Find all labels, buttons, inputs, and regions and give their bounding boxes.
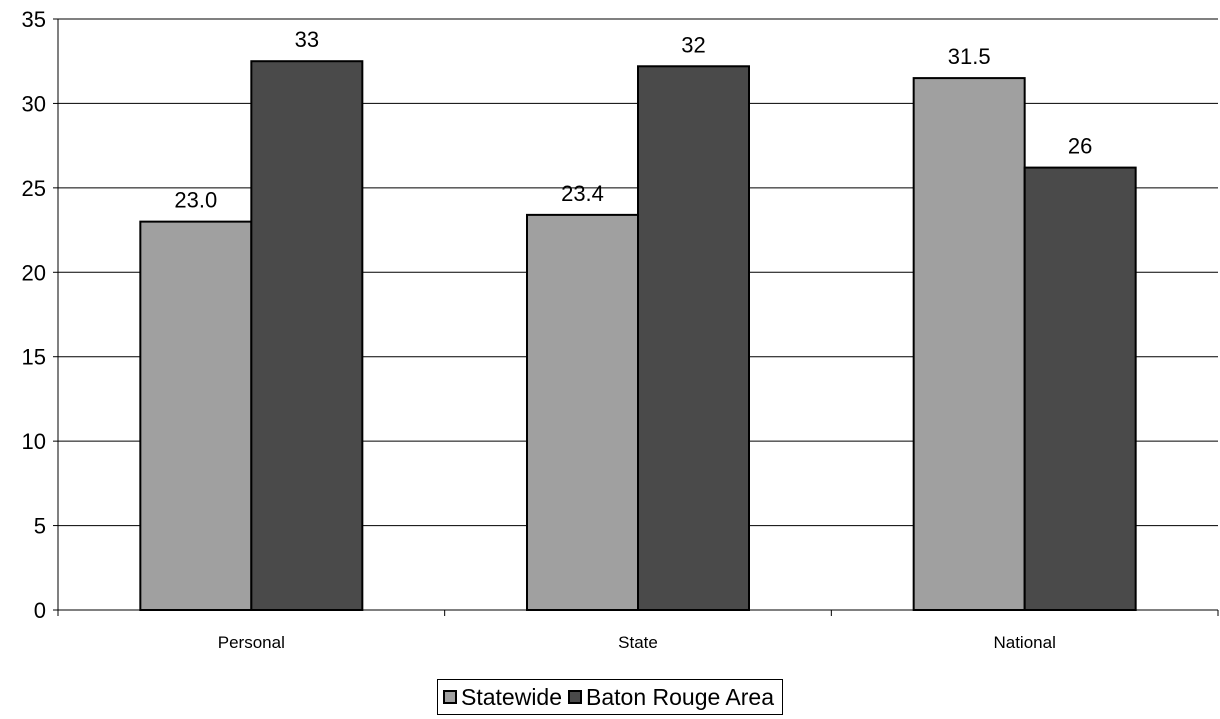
data-label-baton-rouge-area-personal: 33 [295, 27, 319, 52]
y-tick-label-0: 0 [34, 598, 46, 623]
legend-swatch-statewide [443, 690, 457, 704]
legend-item-baton-rouge-area: Baton Rouge Area [568, 684, 774, 711]
data-label-baton-rouge-area-national: 26 [1068, 134, 1092, 159]
y-tick-label-35: 35 [22, 7, 46, 32]
y-tick-label-20: 20 [22, 260, 46, 285]
data-label-statewide-personal: 23.0 [174, 188, 217, 213]
bar-statewide-national [912, 77, 1026, 612]
y-tick-label-30: 30 [22, 91, 46, 116]
data-label-statewide-state: 23.4 [561, 181, 604, 206]
x-tick-label-personal: Personal [218, 633, 285, 652]
legend-item-statewide: Statewide [443, 684, 562, 711]
bar-chart: 0 5 10 15 20 25 30 35 Personal State National 23.0… [22, 7, 1219, 652]
data-label-statewide-national: 31.5 [948, 44, 991, 69]
legend: Statewide Baton Rouge Area [437, 679, 783, 715]
bar-baton-rouge-area-national [1023, 166, 1137, 611]
legend-label-baton-rouge-area: Baton Rouge Area [586, 683, 774, 710]
bar-statewide-state [526, 213, 639, 611]
legend-label-statewide: Statewide [461, 683, 563, 710]
y-tick-label-15: 15 [22, 345, 46, 370]
bar-statewide-personal [139, 220, 253, 611]
y-tick-label-10: 10 [22, 429, 46, 454]
x-tick-label-state: State [618, 633, 658, 652]
legend-swatch-baton-rouge-area [568, 690, 583, 704]
x-tick-label-national: National [993, 633, 1055, 652]
bar-baton-rouge-area-state [637, 65, 750, 611]
data-label-baton-rouge-area-state: 32 [681, 32, 705, 57]
y-tick-label-25: 25 [22, 176, 46, 201]
bar-baton-rouge-area-personal [250, 60, 364, 611]
y-tick-label-5: 5 [34, 514, 46, 539]
